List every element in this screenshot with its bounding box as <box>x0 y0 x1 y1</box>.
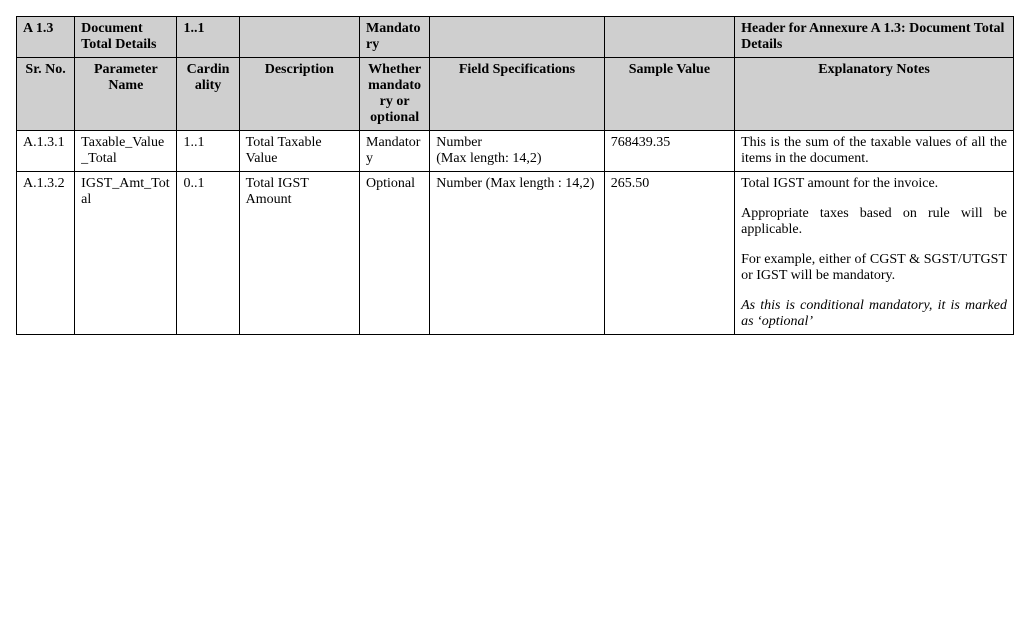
cell-param: Taxable_Value_Total <box>75 131 177 172</box>
cell-spec: Number(Max length: 14,2) <box>430 131 605 172</box>
col-notes: Explanatory Notes <box>735 58 1014 131</box>
col-mand: Whether mandatory or optional <box>360 58 430 131</box>
col-sr: Sr. No. <box>17 58 75 131</box>
section-notes: Header for Annexure A 1.3: Document Tota… <box>735 17 1014 58</box>
cell-spec: Number (Max length : 14,2) <box>430 172 605 335</box>
cell-mand: Optional <box>360 172 430 335</box>
col-desc: Description <box>239 58 359 131</box>
col-card: Cardinality <box>177 58 239 131</box>
header-row: Sr. No. Parameter Name Cardinality Descr… <box>17 58 1014 131</box>
section-desc <box>239 17 359 58</box>
cell-param: IGST_Amt_Total <box>75 172 177 335</box>
cell-sr: A.1.3.2 <box>17 172 75 335</box>
cell-samp: 265.50 <box>604 172 734 335</box>
col-spec: Field Specifications <box>430 58 605 131</box>
spec-table: A 1.3 Document Total Details 1..1 Mandat… <box>16 16 1014 335</box>
section-card: 1..1 <box>177 17 239 58</box>
section-spec <box>430 17 605 58</box>
cell-desc: Total IGST Amount <box>239 172 359 335</box>
table-row: A.1.3.1 Taxable_Value_Total 1..1 Total T… <box>17 131 1014 172</box>
cell-samp: 768439.35 <box>604 131 734 172</box>
cell-sr: A.1.3.1 <box>17 131 75 172</box>
section-mand: Mandatory <box>360 17 430 58</box>
section-samp <box>604 17 734 58</box>
cell-notes: Total IGST amount for the invoice.Approp… <box>735 172 1014 335</box>
cell-desc: Total Taxable Value <box>239 131 359 172</box>
col-param: Parameter Name <box>75 58 177 131</box>
section-row: A 1.3 Document Total Details 1..1 Mandat… <box>17 17 1014 58</box>
col-samp: Sample Value <box>604 58 734 131</box>
cell-card: 0..1 <box>177 172 239 335</box>
cell-notes: This is the sum of the taxable values of… <box>735 131 1014 172</box>
section-sr: A 1.3 <box>17 17 75 58</box>
cell-card: 1..1 <box>177 131 239 172</box>
table-row: A.1.3.2 IGST_Amt_Total 0..1 Total IGST A… <box>17 172 1014 335</box>
section-param: Document Total Details <box>75 17 177 58</box>
cell-mand: Mandatory <box>360 131 430 172</box>
